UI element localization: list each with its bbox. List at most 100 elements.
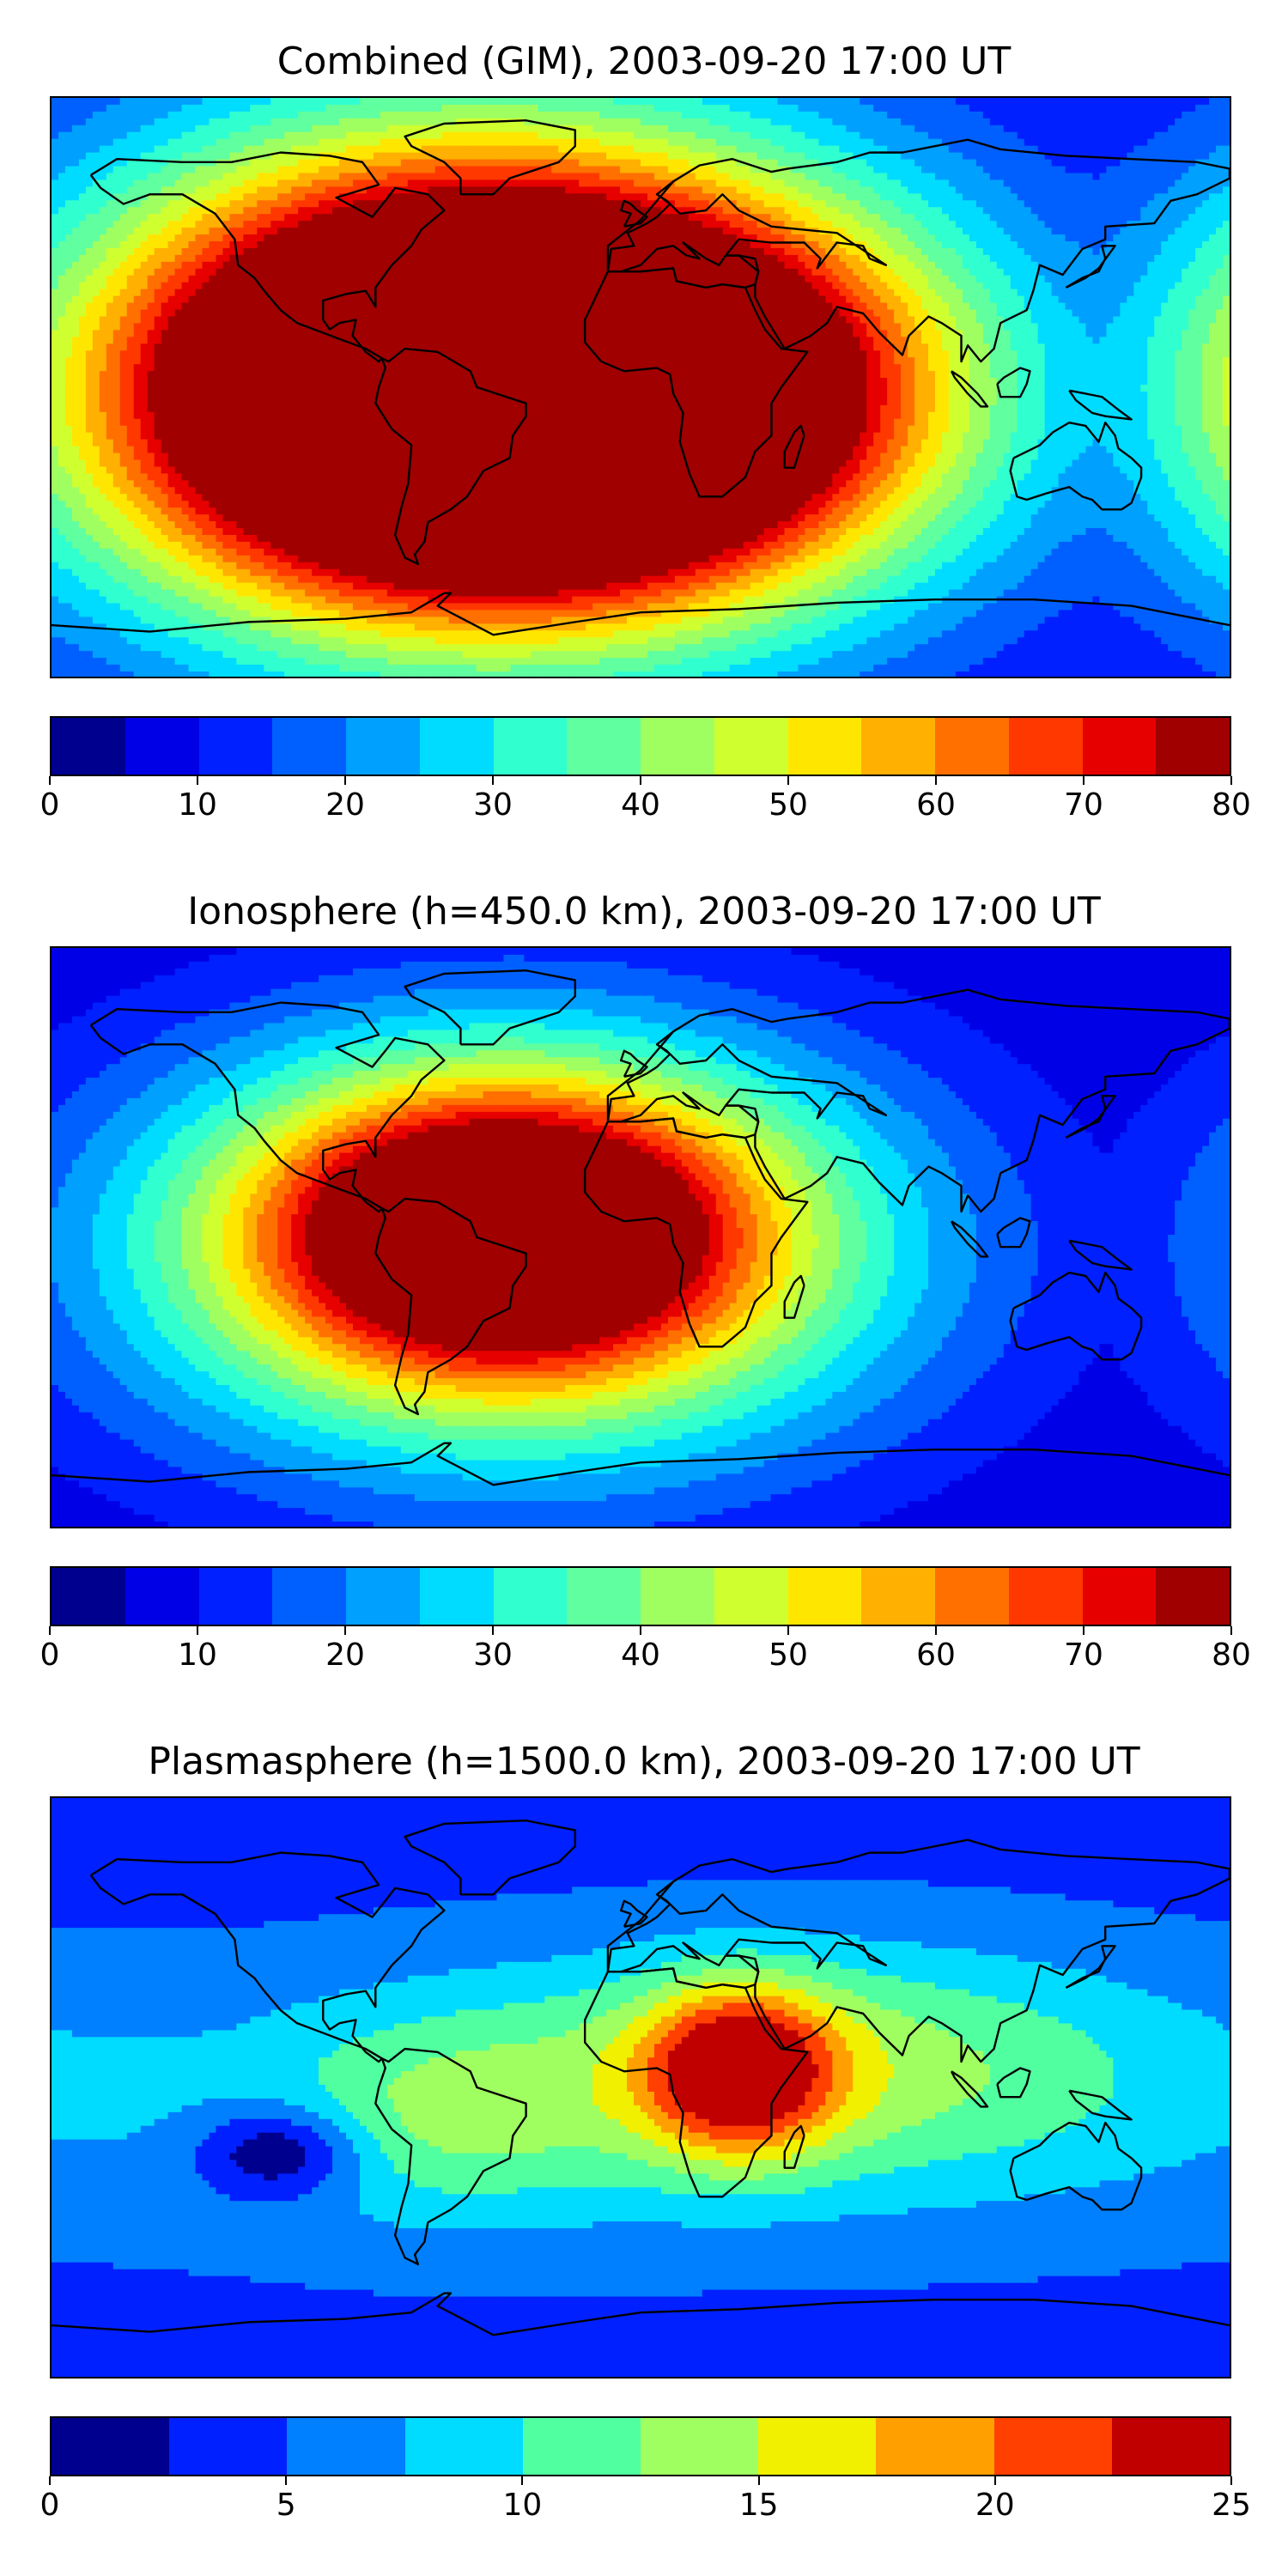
field-cell bbox=[606, 179, 614, 187]
field-cell bbox=[325, 186, 333, 194]
field-cell bbox=[250, 268, 258, 276]
field-cell bbox=[319, 145, 326, 154]
field-cell bbox=[1092, 289, 1101, 297]
field-cell bbox=[887, 138, 895, 147]
field-cell bbox=[489, 152, 498, 161]
field-cell bbox=[1044, 173, 1053, 181]
field-cell bbox=[756, 268, 765, 276]
field-cell bbox=[688, 214, 696, 222]
field-cell bbox=[1133, 289, 1141, 297]
field-cell bbox=[599, 254, 607, 263]
field-cell bbox=[346, 193, 354, 201]
field-cell bbox=[455, 111, 464, 119]
field-cell bbox=[257, 111, 264, 119]
field-cell bbox=[64, 200, 73, 208]
field-cell bbox=[202, 186, 210, 194]
field-cell bbox=[1168, 131, 1176, 140]
field-cell bbox=[503, 275, 512, 283]
field-cell bbox=[421, 145, 429, 154]
field-cell bbox=[982, 200, 991, 208]
field-cell bbox=[434, 282, 443, 290]
field-cell bbox=[1223, 125, 1230, 133]
field-cell bbox=[894, 268, 902, 276]
field-cell bbox=[1078, 221, 1087, 228]
field-cell bbox=[1003, 261, 1012, 270]
field-cell bbox=[167, 104, 176, 112]
field-cell bbox=[161, 173, 169, 181]
field-cell bbox=[1024, 152, 1032, 161]
field-cell bbox=[284, 289, 292, 297]
field-cell bbox=[1188, 289, 1196, 297]
field-cell bbox=[161, 268, 169, 276]
field-cell bbox=[319, 254, 326, 263]
field-cell bbox=[770, 98, 779, 106]
field-cell bbox=[441, 138, 450, 147]
field-cell bbox=[181, 138, 190, 147]
field-cell bbox=[538, 118, 545, 126]
field-cell bbox=[1161, 261, 1169, 270]
field-cell bbox=[860, 214, 867, 222]
field-cell bbox=[85, 186, 94, 194]
field-cell bbox=[1161, 145, 1169, 154]
field-cell bbox=[1113, 228, 1121, 235]
field-cell bbox=[52, 125, 59, 133]
field-cell bbox=[839, 138, 847, 147]
field-cell bbox=[1017, 111, 1025, 119]
field-cell bbox=[908, 228, 915, 235]
field-cell bbox=[154, 125, 162, 133]
field-cell bbox=[448, 152, 457, 161]
field-cell bbox=[948, 268, 957, 276]
field-cell bbox=[996, 261, 1005, 270]
field-cell bbox=[264, 275, 271, 283]
field-cell bbox=[948, 193, 957, 201]
field-cell bbox=[448, 111, 457, 119]
field-cell bbox=[1147, 214, 1155, 222]
field-cell bbox=[955, 228, 963, 235]
field-cell bbox=[428, 254, 436, 263]
field-cell bbox=[264, 234, 271, 242]
field-cell bbox=[969, 275, 977, 283]
field-cell bbox=[1044, 207, 1053, 215]
field-cell bbox=[270, 193, 278, 201]
field-cell bbox=[496, 282, 505, 290]
field-cell bbox=[818, 275, 826, 283]
field-cell bbox=[1195, 145, 1203, 154]
field-cell bbox=[393, 125, 402, 133]
field-cell bbox=[708, 214, 717, 222]
field-cell bbox=[1133, 166, 1141, 174]
field-cell bbox=[634, 193, 641, 201]
field-cell bbox=[791, 207, 799, 215]
field-cell bbox=[359, 207, 368, 215]
field-cell bbox=[1072, 275, 1080, 283]
field-cell bbox=[880, 179, 888, 187]
field-cell bbox=[1120, 268, 1127, 276]
field-cell bbox=[277, 241, 285, 249]
field-cell bbox=[64, 254, 73, 263]
field-cell bbox=[805, 193, 813, 201]
field-cell bbox=[489, 221, 498, 228]
field-cell bbox=[352, 241, 361, 249]
field-cell bbox=[763, 234, 772, 242]
field-cell bbox=[620, 152, 628, 161]
field-cell bbox=[928, 247, 936, 256]
field-cell bbox=[798, 261, 806, 270]
field-cell bbox=[133, 268, 142, 276]
field-cell bbox=[1188, 98, 1196, 106]
field-cell bbox=[236, 159, 244, 167]
field-cell bbox=[805, 214, 813, 222]
field-cell bbox=[305, 118, 313, 126]
field-cell bbox=[708, 268, 717, 276]
field-cell bbox=[599, 104, 607, 112]
field-cell bbox=[1182, 275, 1189, 283]
field-cell bbox=[565, 173, 573, 181]
field-cell bbox=[1065, 268, 1073, 276]
field-cell bbox=[901, 241, 908, 249]
field-cell bbox=[524, 254, 532, 263]
field-cell bbox=[880, 282, 888, 290]
field-cell bbox=[58, 289, 66, 297]
field-cell bbox=[209, 234, 217, 242]
field-cell bbox=[846, 214, 854, 222]
field-cell bbox=[880, 247, 888, 256]
field-cell bbox=[743, 234, 751, 242]
field-cell bbox=[1195, 118, 1203, 126]
